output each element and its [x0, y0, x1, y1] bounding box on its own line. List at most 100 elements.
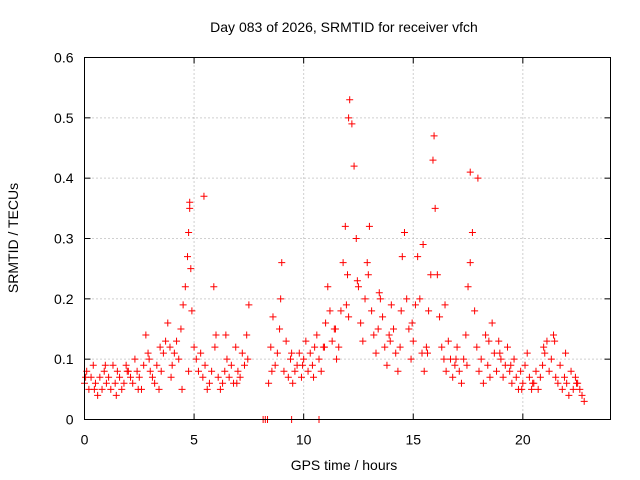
data-point: [457, 379, 465, 387]
data-point: [569, 385, 577, 393]
data-point: [400, 228, 408, 236]
data-point: [273, 349, 281, 357]
data-point: [288, 349, 296, 357]
data-point: [236, 373, 244, 381]
data-point: [365, 222, 373, 230]
data-point: [304, 367, 312, 375]
x-tick-label: 10: [296, 432, 312, 448]
data-point: [200, 192, 208, 200]
data-point: [284, 373, 292, 381]
data-point: [134, 385, 142, 393]
data-point: [484, 361, 492, 369]
data-point: [186, 204, 194, 212]
x-axis-label: GPS time / hours: [291, 457, 398, 473]
data-point: [148, 373, 156, 381]
data-point: [545, 367, 553, 375]
data-point: [473, 343, 481, 351]
data-point: [297, 373, 305, 381]
data-point: [540, 343, 548, 351]
data-point: [496, 349, 504, 357]
y-tick-label: 0.6: [54, 50, 74, 66]
data-point: [98, 385, 106, 393]
data-point: [111, 379, 119, 387]
data-point: [411, 301, 419, 309]
data-point: [302, 337, 310, 345]
data-point: [238, 349, 246, 357]
data-point: [560, 373, 568, 381]
data-point: [442, 367, 450, 375]
data-point: [403, 295, 411, 303]
data-point: [508, 379, 516, 387]
data-point: [225, 373, 233, 381]
data-point: [164, 319, 172, 327]
data-point: [523, 349, 531, 357]
data-point: [306, 349, 314, 357]
data-point: [376, 295, 384, 303]
data-point: [197, 349, 205, 357]
data-point: [313, 331, 321, 339]
data-point: [386, 337, 394, 345]
data-point: [331, 325, 339, 333]
data-point: [341, 222, 349, 230]
data-point: [444, 337, 452, 345]
data-point: [333, 355, 341, 363]
data-point: [212, 331, 220, 339]
data-point: [211, 343, 219, 351]
data-point: [361, 295, 369, 303]
data-point: [159, 349, 167, 357]
data-point: [420, 367, 428, 375]
data-point: [392, 349, 400, 357]
data-point: [146, 367, 154, 375]
data-point: [468, 228, 476, 236]
data-point: [219, 379, 227, 387]
data-point: [539, 361, 547, 369]
data-point: [317, 367, 325, 375]
data-point: [278, 259, 286, 267]
data-point: [466, 168, 474, 176]
data-point: [123, 367, 131, 375]
data-point: [96, 373, 104, 381]
data-point: [105, 373, 113, 381]
data-point: [131, 355, 139, 363]
data-point: [453, 343, 461, 351]
data-point: [344, 271, 351, 279]
data-point: [390, 325, 398, 333]
data-point: [240, 361, 248, 369]
data-point: [89, 361, 97, 369]
data-point: [578, 391, 586, 399]
data-point: [414, 253, 422, 261]
data-point: [245, 301, 253, 309]
data-point: [352, 235, 360, 242]
data-point: [409, 337, 417, 345]
data-point: [427, 271, 435, 279]
data-point: [107, 385, 115, 393]
data-point: [268, 367, 276, 375]
y-tick-label: 0: [66, 412, 74, 428]
data-point: [144, 349, 152, 357]
data-point: [177, 325, 185, 333]
data-point: [482, 331, 490, 339]
data-point: [311, 343, 319, 351]
data-point: [529, 379, 537, 387]
data-point: [375, 289, 383, 297]
data-point: [429, 156, 437, 164]
data-point: [315, 355, 323, 363]
data-point: [506, 367, 514, 375]
data-point: [364, 271, 372, 279]
data-point: [562, 349, 570, 357]
data-point: [181, 283, 189, 291]
data-point: [416, 295, 424, 303]
data-point: [188, 307, 196, 315]
data-point: [112, 391, 120, 399]
data-point: [308, 361, 316, 369]
data-point: [405, 325, 413, 333]
y-axis-label: SRMTID / TECUs: [5, 183, 21, 293]
data-point: [145, 355, 153, 363]
data-point: [398, 253, 406, 261]
data-point: [214, 373, 222, 381]
data-point: [337, 307, 345, 315]
data-point: [109, 361, 117, 369]
data-point: [190, 343, 198, 351]
